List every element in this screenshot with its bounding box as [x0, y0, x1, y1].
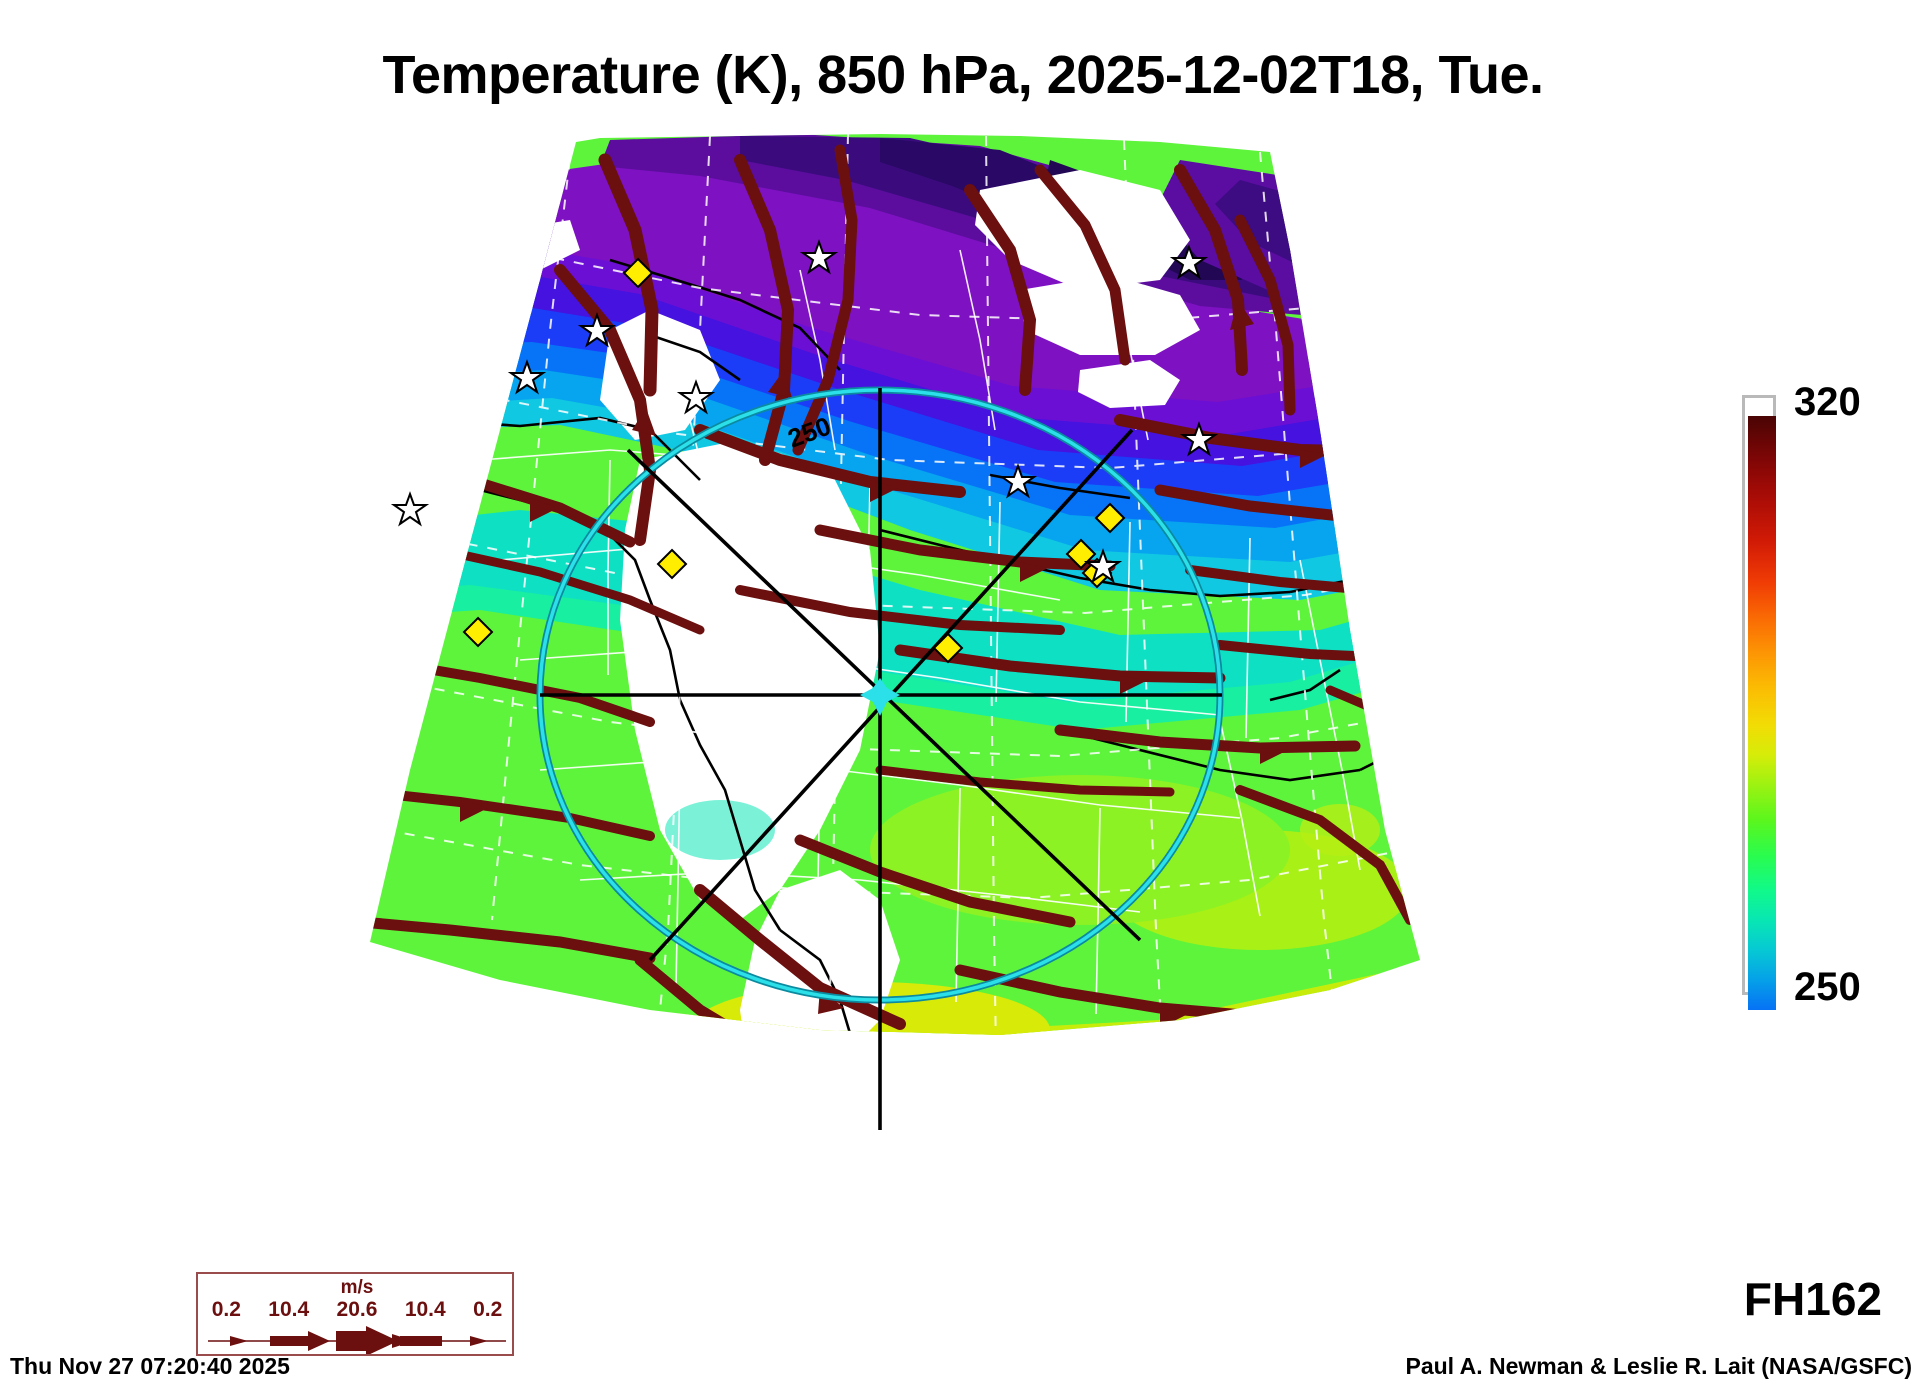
- marker-star: [799, 239, 839, 275]
- marker-diamond: [622, 257, 654, 289]
- wind-tick-4: 0.2: [473, 1298, 503, 1321]
- wind-tick-labels: 0.2 10.4 20.6 10.4 0.2: [198, 1298, 516, 1322]
- wind-tick-1: 10.4: [268, 1298, 310, 1321]
- temperature-shading: [370, 134, 1420, 1035]
- wind-tick-0: 0.2: [211, 1298, 241, 1321]
- station-markers[interactable]: [390, 239, 1219, 664]
- wind-arrow-scale-icon: [208, 1326, 506, 1354]
- marker-diamond: [462, 616, 494, 648]
- temperature-map[interactable]: 250: [180, 130, 1700, 1255]
- colorbar-max-label: 320: [1794, 380, 1861, 424]
- marker-star: [1169, 244, 1209, 280]
- marker-star: [676, 379, 716, 415]
- marker-diamond: [932, 632, 964, 664]
- state-borders: [479, 249, 1361, 1015]
- marker-diamond: [656, 548, 688, 580]
- colorbar-frame: [1742, 395, 1776, 1010]
- colorbar-min-label: 250: [1794, 965, 1861, 1009]
- map-panel[interactable]: 250: [180, 130, 1700, 1255]
- marker-star: [1083, 548, 1123, 584]
- colorbar: 320 250: [1742, 380, 1922, 1010]
- colorbar-gradient: [1748, 416, 1776, 1010]
- marker-star: [390, 491, 430, 527]
- map-center-marker: [860, 678, 900, 716]
- forecast-hour-label: FH162: [1743, 1273, 1882, 1325]
- marker-star: [577, 312, 617, 348]
- marker-star: [1179, 421, 1219, 457]
- wind-units-label: m/s: [340, 1277, 374, 1298]
- author-credit: Paul A. Newman & Leslie R. Lait (NASA/GS…: [1405, 1353, 1912, 1379]
- marker-star: [507, 359, 547, 395]
- marker-diamond: [1094, 502, 1126, 534]
- streamline-arrowheads: [460, 300, 1328, 1028]
- wind-tick-3: 10.4: [404, 1298, 446, 1321]
- wind-tick-2: 20.6: [336, 1298, 378, 1321]
- marker-star-group: [390, 239, 1219, 584]
- wind-scale-legend: m/s 0.2 10.4 20.6 10.4 0.2: [196, 1272, 514, 1356]
- marker-star: [998, 463, 1038, 499]
- generation-timestamp: Thu Nov 27 07:20:40 2025: [10, 1353, 290, 1379]
- page-title: Temperature (K), 850 hPa, 2025-12-02T18,…: [382, 45, 1545, 105]
